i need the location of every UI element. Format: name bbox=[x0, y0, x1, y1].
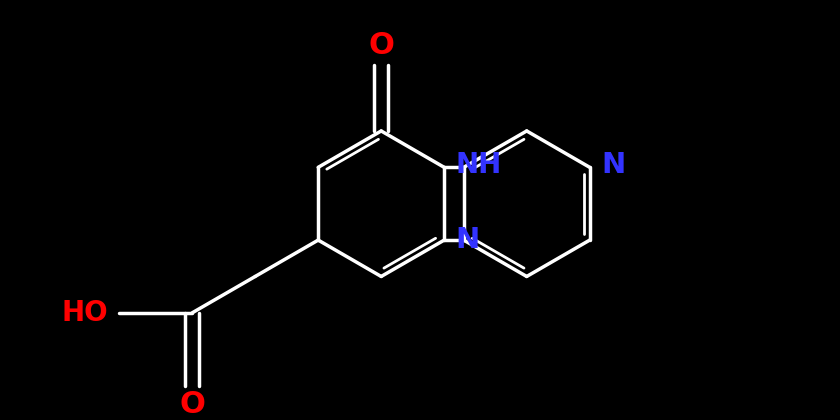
Text: N: N bbox=[456, 226, 480, 254]
Text: NH: NH bbox=[456, 151, 502, 179]
Text: HO: HO bbox=[61, 299, 108, 327]
Text: O: O bbox=[368, 31, 394, 60]
Text: O: O bbox=[179, 391, 205, 420]
Text: N: N bbox=[601, 151, 626, 179]
